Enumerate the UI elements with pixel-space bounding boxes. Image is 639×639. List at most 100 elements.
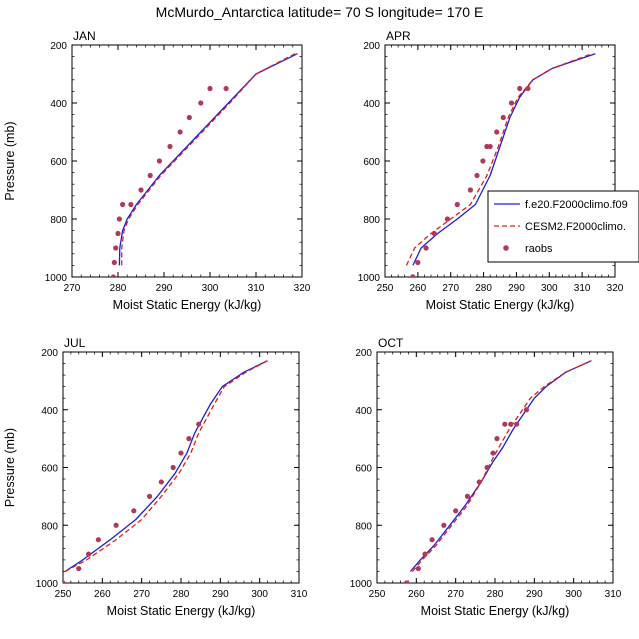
raobs-point (508, 100, 515, 106)
panel-apr: APR 250 260 270 280 290 300 310 320 200 400 600 800 1… (358, 29, 624, 312)
y-tick-label: 800 (363, 215, 380, 226)
series-line-f-e20 (409, 360, 592, 572)
raobs-point (429, 537, 435, 543)
raobs-point (514, 421, 520, 427)
panel-title: JUL (64, 336, 86, 350)
x-tick-label: 260 (408, 589, 425, 600)
raobs-point (186, 436, 192, 442)
raobs-point (138, 187, 144, 193)
raobs-point (111, 259, 117, 266)
x-tick-label: 310 (291, 589, 308, 600)
series-group (63, 360, 268, 583)
x-tick-label: 280 (173, 589, 190, 600)
raobs-point (500, 114, 506, 121)
x-tick-label: 320 (607, 283, 624, 294)
y-tick-label: 1000 (358, 273, 381, 284)
raobs-point (474, 172, 480, 179)
series-line-cesm2 (411, 360, 592, 572)
x-tick-label: 310 (248, 283, 265, 294)
raobs-point (415, 259, 421, 266)
x-tick-label: 290 (526, 589, 543, 600)
y-tick-label: 200 (50, 41, 67, 52)
series-group (110, 53, 298, 277)
y-tick-label: 600 (363, 157, 380, 168)
raobs-point (487, 143, 493, 150)
raobs-point (431, 230, 437, 237)
figure-title: McMurdo_Antarctica latitude= 70 S longit… (156, 4, 484, 20)
raobs-point (441, 522, 447, 528)
x-tick-label: 300 (251, 589, 268, 600)
series-line-f-e20 (118, 53, 298, 266)
panel-title: JAN (73, 29, 96, 43)
raobs-point (177, 129, 183, 135)
raobs-point (113, 522, 119, 528)
x-tick-label: 290 (156, 283, 173, 294)
raobs-point (403, 580, 410, 583)
plot-frame (376, 351, 614, 584)
raobs-point (480, 158, 486, 164)
raobs-point (170, 464, 176, 471)
panel-oct: OCT 250 260 270 280 290 300 310 200 400 600 800 1000… (350, 336, 622, 618)
x-tick-label: 270 (133, 589, 150, 600)
raobs-point (156, 158, 162, 164)
raobs-point (76, 565, 82, 572)
raobs-point (490, 450, 496, 456)
raobs-point (85, 551, 92, 557)
panel-title: OCT (378, 336, 404, 350)
raobs-point (116, 216, 122, 222)
x-tick-label: 260 (94, 589, 111, 600)
x-tick-label: 280 (475, 283, 492, 294)
y-tick-label: 1000 (45, 273, 68, 284)
raobs-point (464, 493, 471, 499)
raobs-point (523, 407, 530, 413)
y-tick-label: 200 (355, 348, 372, 359)
legend-label: raobs (525, 243, 553, 255)
raobs-point (120, 201, 126, 208)
y-tick-label: 600 (50, 157, 67, 168)
raobs-point (423, 245, 429, 251)
y-tick-label: 1000 (36, 579, 59, 590)
raobs-point (502, 421, 508, 427)
x-tick-label: 300 (565, 589, 582, 600)
y-tick-label: 400 (41, 406, 58, 417)
x-tick-label: 270 (447, 589, 464, 600)
raobs-point (167, 143, 173, 150)
x-tick-label: 300 (202, 283, 219, 294)
raobs-point (454, 201, 460, 208)
y-tick-label: 600 (355, 464, 372, 475)
raobs-point (110, 274, 116, 277)
y-tick-label: 200 (41, 348, 58, 359)
raobs-point (410, 274, 416, 277)
x-tick-label: 280 (487, 589, 504, 600)
x-axis-label: Moist Static Energy (kJ/kg) (113, 298, 262, 312)
raobs-point (494, 436, 500, 442)
x-axis-label: Moist Static Energy (kJ/kg) (426, 298, 575, 312)
x-tick-label: 250 (377, 283, 394, 294)
series-line-cesm2 (64, 360, 268, 573)
series-line-f-e20 (64, 360, 268, 573)
raobs-point (146, 493, 153, 499)
series-line-cesm2 (121, 53, 296, 266)
raobs-point (178, 450, 184, 456)
raobs-point (115, 230, 121, 237)
y-tick-label: 400 (50, 99, 67, 110)
x-axis-label: Moist Static Energy (kJ/kg) (421, 604, 570, 618)
legend-marker (503, 245, 509, 251)
y-tick-label: 800 (41, 521, 58, 532)
raobs-point (494, 129, 500, 135)
raobs-point (517, 85, 523, 92)
raobs-point (525, 85, 531, 92)
y-tick-label: 800 (50, 215, 67, 226)
raobs-point (131, 508, 137, 514)
raobs-point (508, 421, 514, 427)
raobs-point (63, 580, 66, 583)
raobs-point (444, 216, 451, 222)
plot-frame (71, 44, 303, 278)
raobs-point (158, 479, 164, 485)
legend-label: f.e20.F2000climo.f09 (525, 199, 628, 211)
x-tick-label: 250 (369, 589, 386, 600)
raobs-point (415, 565, 421, 572)
raobs-point (186, 114, 192, 121)
y-tick-label: 600 (41, 464, 58, 475)
